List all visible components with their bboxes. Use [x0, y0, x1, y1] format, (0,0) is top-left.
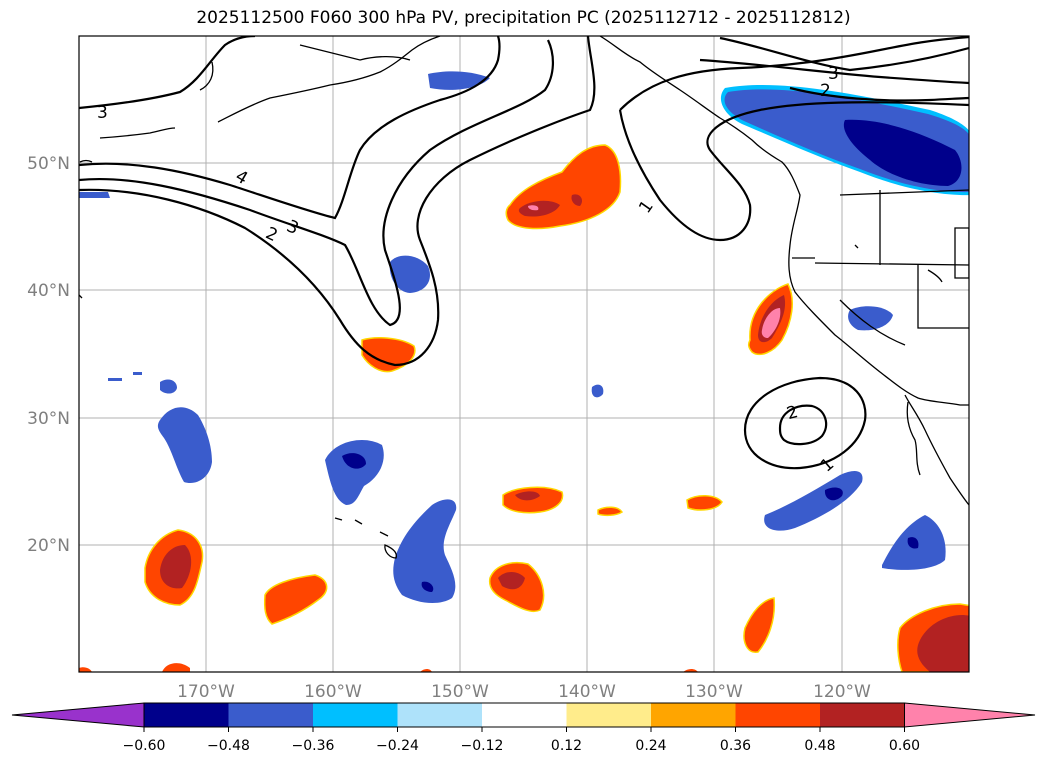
lon-tick-170w: 170°W: [177, 682, 235, 702]
pv-label-3c: 3: [828, 64, 839, 84]
colorbar-tick-marks: [143, 727, 905, 732]
lon-tick-150w: 150°W: [431, 682, 489, 702]
colorbar-tick-7: 0.24: [635, 738, 666, 754]
colorbar-extend-high: [904, 702, 1036, 728]
pv-label-3a: 3: [97, 103, 108, 123]
lat-tick-50n: 50°N: [27, 154, 70, 174]
colorbar-tick-4: −0.24: [376, 738, 419, 754]
neg-tiny-33n: [108, 378, 122, 381]
negative-anomaly-areas: [79, 71, 969, 604]
lon-tick-130w: 130°W: [685, 682, 743, 702]
pv-contour-1-cutoff-low: [743, 376, 867, 470]
neg-hawaii-north: [325, 440, 384, 505]
colorbar-bin-9: [820, 703, 905, 727]
colorbar-tick-5: −0.12: [461, 738, 504, 754]
lat-tick-30n: 30°N: [27, 409, 70, 429]
colorbar-frame: [143, 702, 905, 728]
map-frame: [78, 35, 970, 673]
pos-23n-145w: [502, 486, 564, 514]
coastlines: [79, 36, 969, 559]
colorbar-bin-8: [735, 703, 820, 727]
pv-label-2c: 2: [785, 402, 801, 424]
neg-hawaii-south: [393, 499, 457, 604]
map-content: 3 4 3 2 1 3 2 2 1: [79, 36, 969, 672]
pos-17n-170w: [144, 529, 204, 606]
pos-48n-140w: [505, 144, 622, 230]
pv-contour-2-lowlevel-east: [789, 86, 969, 102]
colorbar-tick-6: 0.12: [551, 738, 582, 754]
pos-bottom-edge-3: [683, 669, 698, 672]
lat-tick-40n: 40°N: [27, 281, 70, 301]
neg-nevada: [848, 306, 893, 331]
lon-tick-160w: 160°W: [304, 682, 362, 702]
neg-40n-155w: [389, 255, 430, 293]
neg-tiny2-33n: [133, 372, 142, 375]
lon-tick-140w: 140°W: [558, 682, 616, 702]
lat-tick-20n: 20°N: [27, 536, 70, 556]
colorbar-bin-1: [144, 703, 229, 727]
colorbar-tick-1: −0.60: [123, 738, 166, 754]
pv-contour-4-trough: [79, 36, 501, 220]
pv-contour-1-ridge-loop: [618, 101, 969, 242]
colorbar-bin-5: [482, 703, 567, 727]
neg-20n-112w: [882, 515, 946, 570]
colorbar-tick-8: 0.36: [720, 738, 751, 754]
pv-contour-3-northeast: [699, 58, 969, 85]
neg-west-edge: [79, 192, 110, 198]
pv-label-2b: 2: [820, 81, 831, 101]
colorbar-tick-9: 0.48: [804, 738, 835, 754]
neg-28n-170w: [157, 407, 212, 484]
colorbar-tick-2: −0.48: [207, 738, 250, 754]
lon-axis: 170°W 160°W 150°W 140°W 130°W 120°W: [177, 682, 871, 702]
neg-small-32n: [591, 384, 604, 398]
pv-contours: [79, 36, 969, 470]
pv-contour-2-cutoff-low: [778, 404, 828, 446]
figure-title: 2025112500 F060 300 hPa PV, precipitatio…: [196, 8, 851, 28]
colorbar-bin-4: [397, 703, 482, 727]
pos-small-22n: [597, 506, 624, 517]
pos-bottom-edge-2: [420, 669, 432, 672]
colorbar: −0.60 −0.48 −0.36 −0.24 −0.12 0.12 0.24 …: [11, 702, 1036, 754]
pos-12n-126w: [743, 597, 776, 653]
colorbar-tick-labels: −0.60 −0.48 −0.36 −0.24 −0.12 0.12 0.24 …: [123, 738, 921, 754]
pos-se-corner: [897, 603, 969, 672]
positive-anomaly-areas: [79, 144, 969, 672]
neg-small-33n: [160, 379, 177, 394]
colorbar-bin-3: [313, 703, 398, 727]
neg-pnw-band: [721, 85, 969, 196]
pv-contour-2-trough: [79, 36, 596, 367]
colorbar-bin-2: [228, 703, 313, 727]
lon-tick-120w: 120°W: [813, 682, 871, 702]
pos-15n-162w: [263, 574, 328, 625]
pos-23n-130w: [686, 495, 723, 511]
pv-contour-3-northwest: [79, 36, 256, 110]
pos-bottom-edge-1: [162, 663, 190, 672]
colorbar-tick-3: −0.36: [292, 738, 335, 754]
colorbar-extend-low: [11, 702, 145, 728]
pos-calif-coast: [747, 283, 794, 356]
colorbar-bin-7: [651, 703, 736, 727]
neg-23n-125w: [764, 470, 863, 531]
pv-contour-2-northeast: [719, 36, 969, 72]
lat-axis: 50°N 40°N 30°N 20°N: [27, 154, 70, 556]
colorbar-bin-6: [566, 703, 651, 727]
pv-contour-1-ridge: [619, 36, 969, 111]
pos-bottom-edge-4: [79, 667, 92, 672]
pv-contour-3-trough: [79, 39, 554, 327]
pos-16n-145w: [488, 561, 545, 612]
colorbar-tick-10: 0.60: [889, 738, 920, 754]
